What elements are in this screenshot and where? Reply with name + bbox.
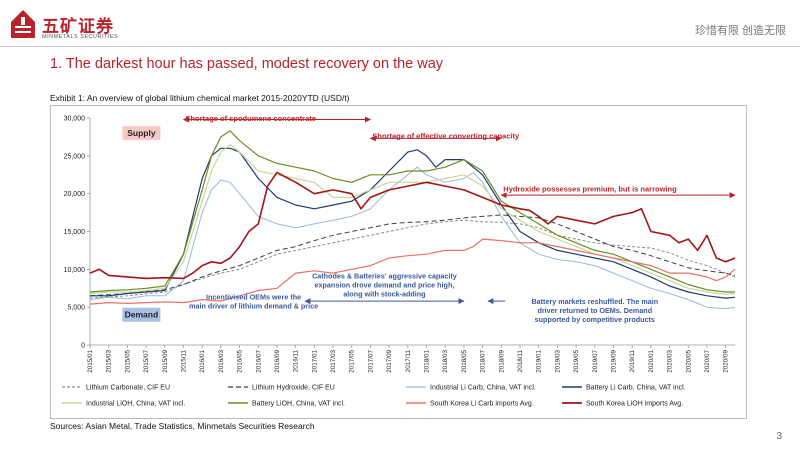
x-tick-label: 2020/03 — [667, 350, 674, 373]
x-tick-label: 2017/07 — [367, 350, 374, 373]
annotation-line-5-1: Incentivised OEMs were the — [206, 293, 301, 302]
exhibit-caption: Exhibit 1: An overview of global lithium… — [50, 93, 350, 103]
chart-legend: Lithium Carbonate, CIF EU Lithium Hydroxi… — [62, 385, 686, 408]
legend-label-7: South Korea Li Carb imports Avg. — [430, 401, 534, 408]
x-tick-label: 2017/01 — [311, 350, 318, 373]
annotation-line-6-2: driver returned to OEMs. Demand — [537, 306, 652, 315]
legend-label-4: Battery Li Carb, China, VAT incl. — [586, 385, 686, 392]
x-tick-label: 2015/05 — [124, 350, 131, 373]
chart-annotations: Supply Demand Shortage of spodumene concen… — [122, 114, 736, 324]
legend-label-5: Industrial LiOH, China, VAT incl. — [86, 401, 185, 408]
x-tick-label: 2016/09 — [274, 350, 281, 373]
x-tick-label: 2015/09 — [162, 350, 169, 373]
legend-label-8: South Korea LiOH imports Avg. — [586, 401, 683, 408]
x-tick-label: 2019/09 — [610, 350, 617, 373]
annotation-line-4-3: along with stock-adding — [343, 289, 425, 298]
page-number: 3 — [776, 431, 782, 442]
brand-logo: 五矿证券 MINMETALS SECURITIES — [8, 6, 158, 46]
x-tick-label: 2020/09 — [723, 350, 730, 373]
annotation-line-5-2: main driver of lithium demand & price — [189, 302, 318, 311]
y-tick-label: 15,000 — [64, 229, 86, 236]
series-line-7 — [89, 238, 736, 305]
x-tick-label: 2015/11 — [180, 350, 187, 373]
x-tick-label: 2019/03 — [554, 350, 561, 373]
x-tick-label: 2020/01 — [648, 350, 655, 373]
x-tick-label: 2019/05 — [573, 350, 580, 373]
annotation-line-6-3: supported by competitive products — [535, 315, 655, 324]
x-tick-label: 2016/03 — [218, 350, 225, 373]
demand-box — [122, 307, 161, 322]
annotation-line-4-2: expansion drove demand and price high, — [315, 280, 455, 289]
annotation-label-1: Shortage of spodumene concentrate — [185, 114, 315, 123]
x-tick-label: 2020/05 — [685, 350, 692, 373]
series-line-6 — [89, 130, 735, 293]
y-tick-label: 20,000 — [64, 191, 86, 198]
supply-label: Supply — [127, 128, 156, 138]
x-tick-label: 2017/09 — [386, 350, 393, 373]
x-tick-label: 2015/01 — [87, 350, 94, 373]
series-line-5 — [89, 143, 736, 295]
series-line-2 — [89, 214, 736, 297]
supply-box — [122, 126, 161, 141]
y-tick-label: 30,000 — [64, 116, 86, 123]
y-tick-label: 25,000 — [64, 153, 86, 160]
series-line-4 — [90, 147, 736, 299]
x-tick-label: 2018/05 — [461, 350, 468, 373]
x-tick-label: 2015/03 — [106, 350, 113, 373]
x-tick-label: 2020/07 — [704, 350, 711, 373]
legend-label-2: Lithium Hydroxide, CIF EU — [252, 385, 335, 392]
x-tick-label: 2018/01 — [424, 350, 431, 373]
legend-label-3: Industrial Li Carb, China, VAT incl. — [430, 385, 536, 392]
y-tick-label: 0 — [81, 343, 85, 350]
x-tick-label: 2018/09 — [498, 350, 505, 373]
y-tick-label: 10,000 — [64, 267, 86, 274]
legend-label-1: Lithium Carbonate, CIF EU — [86, 385, 170, 392]
header-divider — [0, 46, 800, 47]
chart-frame — [50, 105, 747, 419]
y-tick-label: 5,000 — [67, 305, 85, 312]
x-tick-label: 2017/05 — [349, 350, 356, 373]
annotation-line-6-1: Battery markets reshuffled. The main — [531, 297, 658, 306]
x-tick-label: 2016/07 — [255, 350, 262, 373]
series-line-8 — [89, 171, 736, 280]
x-tick-label: 2018/11 — [517, 350, 524, 373]
brand-name-en: MINMETALS SECURITIES — [42, 34, 119, 40]
x-tick-label: 2018/07 — [480, 350, 487, 373]
annotation-label-3: Hydroxide possesses premium, but is narr… — [503, 184, 677, 193]
x-tick-label: 2016/11 — [293, 350, 300, 373]
brand-mark-icon — [11, 10, 35, 38]
chart-axes: 0 5,000 10,000 15,000 20,000 25,000 30,000 2015… — [64, 116, 735, 373]
x-tick-label: 2015/07 — [143, 350, 150, 373]
annotation-line-4-1: Cathodes & Batteries' aggressive capacit… — [312, 271, 457, 280]
x-tick-label: 2016/01 — [199, 350, 206, 373]
x-tick-label: 2019/11 — [629, 350, 636, 373]
x-tick-label: 2018/03 — [442, 350, 449, 373]
x-tick-label: 2019/01 — [536, 350, 543, 373]
brand-name-cn: 五矿证券 — [42, 17, 114, 36]
x-tick-label: 2017/11 — [405, 350, 412, 373]
demand-label: Demand — [125, 310, 159, 320]
sources-note: Sources: Asian Metal, Trade Statistics, … — [50, 421, 315, 431]
x-tick-label: 2017/03 — [330, 350, 337, 373]
x-tick-label: 2019/07 — [592, 350, 599, 373]
page-title: 1. The darkest hour has passed, modest r… — [50, 56, 444, 72]
legend-label-6: Battery LiOH, China, VAT incl. — [252, 401, 345, 408]
chart-series — [89, 130, 736, 310]
lithium-price-chart: 0 5,000 10,000 15,000 20,000 25,000 30,000 2015… — [62, 114, 736, 408]
slogan: 珍惜有限 创造无限 — [694, 25, 786, 37]
annotation-label-2: Shortage of effective converting capacit… — [372, 131, 520, 140]
series-line-1 — [89, 219, 736, 299]
x-tick-label: 2016/05 — [237, 350, 244, 373]
